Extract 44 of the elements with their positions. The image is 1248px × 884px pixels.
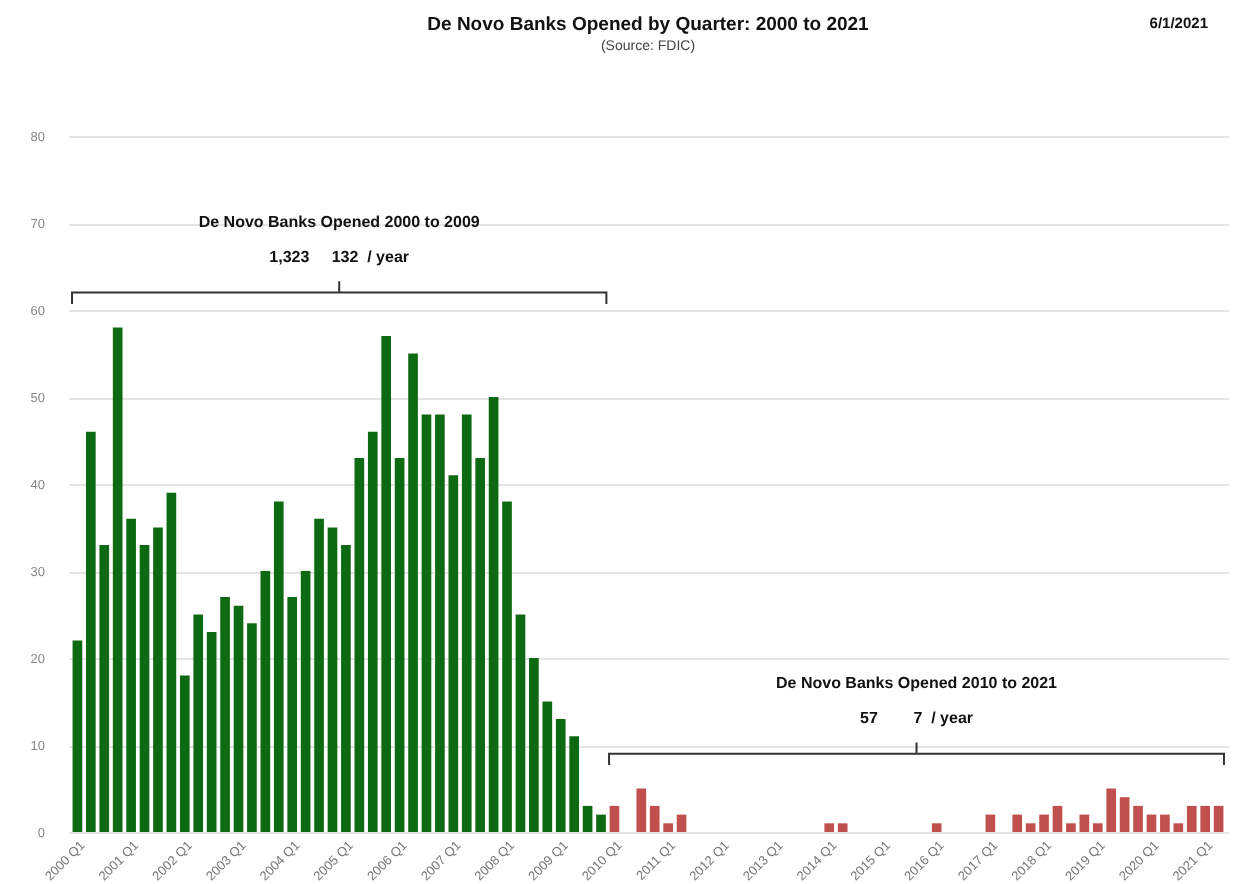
bar — [1025, 823, 1036, 832]
bar — [1213, 805, 1224, 832]
bar — [824, 823, 835, 832]
bar — [314, 518, 324, 832]
bar — [153, 527, 163, 832]
bar — [354, 457, 365, 832]
chart-title: De Novo Banks Opened by Quarter: 2000 to 2021 — [427, 14, 871, 36]
bar — [488, 397, 499, 832]
annotation: De Novo Banks Opened 2000 to 2009 — [198, 213, 481, 231]
bar — [1012, 814, 1023, 832]
bar — [220, 597, 230, 832]
bar — [515, 614, 526, 832]
bar — [206, 631, 217, 832]
annotation: De Novo Banks Opened 2010 to 2021 — [776, 674, 1059, 693]
bar — [260, 571, 271, 832]
bar — [931, 823, 942, 832]
bar — [341, 544, 351, 832]
bar — [327, 527, 338, 832]
bar — [1052, 805, 1063, 832]
bar — [985, 814, 996, 832]
bar — [408, 353, 418, 832]
bar — [421, 414, 432, 832]
bar — [1119, 797, 1130, 832]
bar — [1066, 823, 1076, 832]
bar — [837, 823, 848, 832]
bar — [72, 640, 83, 832]
bar — [502, 501, 512, 832]
bar — [636, 788, 647, 832]
bar — [676, 814, 687, 832]
bar — [166, 492, 177, 832]
bar — [139, 544, 150, 832]
bar — [582, 805, 593, 832]
annotation: 1,323 132 / year — [269, 247, 410, 266]
bar — [394, 457, 405, 832]
bar — [596, 814, 606, 832]
annotation: 57 7 / year — [860, 708, 973, 727]
bar — [609, 805, 620, 832]
bar — [1133, 805, 1143, 832]
bar — [233, 605, 244, 832]
bar — [247, 623, 257, 832]
bar — [300, 571, 311, 832]
bar — [1146, 814, 1157, 832]
bar — [1039, 814, 1049, 832]
bar — [1079, 814, 1090, 832]
